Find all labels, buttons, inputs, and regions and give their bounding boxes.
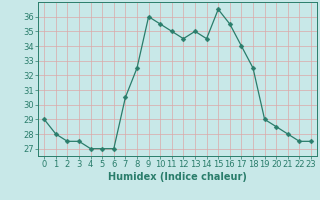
X-axis label: Humidex (Indice chaleur): Humidex (Indice chaleur) (108, 172, 247, 182)
